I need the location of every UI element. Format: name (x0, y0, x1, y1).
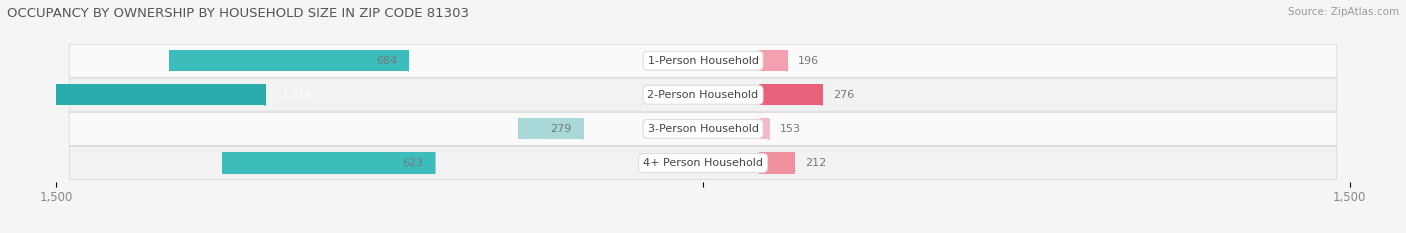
Bar (169, 50, 408, 71)
FancyBboxPatch shape (69, 147, 1337, 179)
Bar (759, 152, 794, 174)
Text: OCCUPANCY BY OWNERSHIP BY HOUSEHOLD SIZE IN ZIP CODE 81303: OCCUPANCY BY OWNERSHIP BY HOUSEHOLD SIZE… (7, 7, 470, 20)
Text: 4+ Person Household: 4+ Person Household (643, 158, 763, 168)
Text: Source: ZipAtlas.com: Source: ZipAtlas.com (1288, 7, 1399, 17)
Text: 684: 684 (375, 56, 398, 66)
Text: 153: 153 (780, 124, 801, 134)
FancyBboxPatch shape (69, 113, 1337, 145)
Bar (759, 118, 769, 140)
Bar (759, 50, 787, 71)
Text: 623: 623 (402, 158, 423, 168)
Text: 279: 279 (551, 124, 572, 134)
Text: 1-Person Household: 1-Person Household (648, 56, 758, 66)
Bar (759, 84, 823, 105)
Text: 196: 196 (799, 56, 820, 66)
Bar (0, 84, 264, 105)
FancyBboxPatch shape (69, 44, 1337, 77)
FancyBboxPatch shape (69, 79, 1337, 111)
Text: 1,016: 1,016 (283, 90, 314, 100)
Text: 276: 276 (832, 90, 853, 100)
Text: 3-Person Household: 3-Person Household (648, 124, 758, 134)
Text: 212: 212 (806, 158, 827, 168)
Bar (519, 118, 582, 140)
Text: 2-Person Household: 2-Person Household (647, 90, 759, 100)
Bar (222, 152, 434, 174)
